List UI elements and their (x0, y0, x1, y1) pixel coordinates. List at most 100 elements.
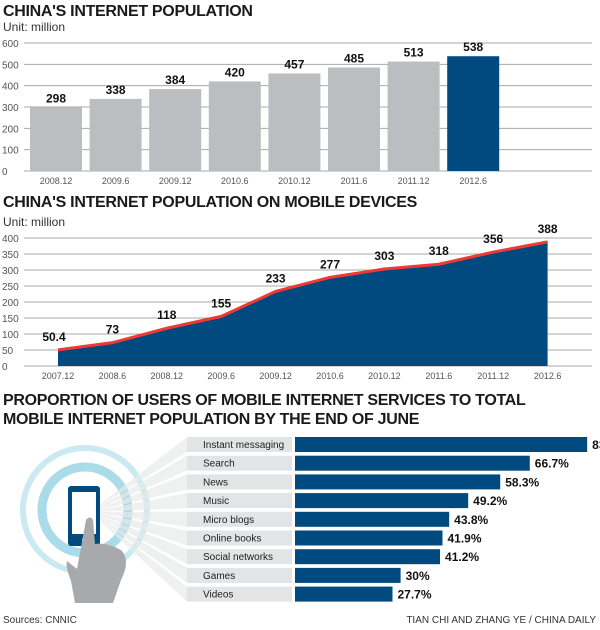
bar-value-label: 43.8% (454, 513, 488, 527)
bar (295, 493, 469, 509)
y-tick-label: 0 (2, 362, 8, 373)
ray (90, 455, 187, 512)
source-note: Sources: CNNIC (3, 615, 77, 626)
bar (149, 89, 202, 171)
x-tick-label: 2010.12 (278, 176, 311, 186)
bar (295, 586, 393, 602)
bar-value-label: 384 (165, 73, 185, 87)
bar-value-label: 66.7% (535, 457, 569, 471)
area-fill (58, 241, 548, 366)
bar (295, 437, 588, 452)
y-tick-label: 0 (2, 167, 8, 178)
hand-icon (66, 517, 126, 603)
y-tick-label: 500 (2, 60, 19, 71)
credit-note: TIAN CHI AND ZHANG YE / CHINA DAILY (406, 615, 596, 626)
bar-value-label: 27.7% (398, 588, 432, 602)
category-label: Social networks (203, 552, 273, 563)
category-label: Music (203, 496, 229, 507)
point-value-label: 50.4 (42, 330, 66, 344)
bar-value-label: 485 (344, 52, 364, 66)
ray (90, 512, 187, 546)
bar (295, 511, 450, 527)
category-label-bg (187, 437, 292, 452)
x-tick-label: 2012.6 (459, 176, 487, 186)
x-tick-label: 2012.6 (534, 371, 562, 381)
bar-value-label: 513 (404, 46, 424, 60)
series-line (57, 240, 548, 352)
point-value-label: 356 (483, 232, 503, 246)
x-tick-label: 2011.12 (477, 371, 509, 381)
category-label-bg (187, 530, 292, 546)
bar (295, 455, 530, 471)
x-tick-label: 2011.6 (341, 176, 368, 186)
point-value-label: 118 (157, 308, 177, 322)
bar (328, 67, 380, 171)
y-tick-label: 150 (2, 314, 19, 325)
chart2-title: CHINA'S INTERNET POPULATION ON MOBILE DE… (3, 194, 418, 211)
chart2-svg: 0 50 100 150 200 250 300 350 400 50.4 2007.12 73 200… (2, 222, 592, 381)
y-tick-label: 400 (2, 234, 19, 245)
point-value-label: 303 (374, 249, 394, 263)
bar-value-label: 58.3% (505, 475, 539, 489)
chart1-unit: Unit: million (3, 20, 66, 34)
bar (387, 61, 440, 172)
x-tick-label: 2011.12 (398, 176, 430, 186)
category-label: Videos (203, 590, 233, 601)
y-tick-label: 350 (2, 250, 19, 261)
y-tick-label: 600 (2, 39, 19, 50)
category-label-bg (187, 493, 292, 509)
category-label: Search (203, 459, 235, 470)
y-tick-label: 250 (2, 282, 19, 293)
bar (295, 530, 443, 546)
bar (268, 73, 321, 171)
bar (295, 474, 501, 490)
bar-value-label: 457 (284, 58, 304, 72)
chart1-title: CHINA'S INTERNET POPULATION (3, 3, 253, 20)
x-tick-label: 2008.6 (99, 371, 127, 381)
y-tick-label: 300 (2, 266, 19, 277)
category-label-bg (187, 455, 292, 471)
point-value-label: 73 (106, 323, 120, 337)
x-tick-label: 2008.12 (151, 371, 184, 381)
bar (208, 81, 261, 171)
category-label: Games (203, 571, 235, 582)
bar-value-label: 41.2% (445, 550, 479, 564)
chart3-title: PROPORTION OF USERS OF MOBILE INTERNET S… (3, 392, 526, 428)
bar (89, 98, 142, 171)
bar-value-label: 49.2% (473, 494, 507, 508)
bar-value-label: 41.9% (447, 532, 481, 546)
point-value-label: 388 (538, 222, 558, 236)
category-label-bg (187, 474, 292, 490)
x-tick-label: 2010.6 (316, 371, 344, 381)
bar (295, 567, 401, 583)
ray (90, 512, 187, 565)
ray (90, 512, 187, 583)
chart2-unit: Unit: million (3, 215, 66, 229)
category-label-bg (187, 586, 292, 602)
bar (30, 107, 82, 171)
bar-value-label: 298 (46, 91, 66, 105)
y-tick-label: 400 (2, 82, 19, 93)
category-label: Micro blogs (203, 515, 254, 526)
bar-value-label: 420 (225, 65, 245, 79)
y-tick-label: 300 (2, 103, 19, 114)
ray (90, 474, 187, 512)
x-tick-label: 2011.6 (425, 371, 452, 381)
ray (90, 493, 187, 512)
category-label-bg (187, 567, 292, 583)
bar-value-label: 338 (106, 83, 126, 97)
y-tick-label: 200 (2, 124, 19, 135)
x-tick-label: 2007.12 (42, 371, 75, 381)
ray (90, 511, 187, 527)
bar-value-label: 83% (592, 438, 600, 452)
bar-value-label: 538 (463, 40, 483, 54)
point-value-label: 318 (429, 244, 449, 258)
category-label: Online books (203, 534, 261, 545)
point-value-label: 277 (320, 257, 340, 271)
point-value-label: 155 (211, 296, 231, 310)
bar (295, 549, 441, 565)
bar (447, 56, 500, 171)
x-tick-label: 2010.6 (221, 176, 249, 186)
